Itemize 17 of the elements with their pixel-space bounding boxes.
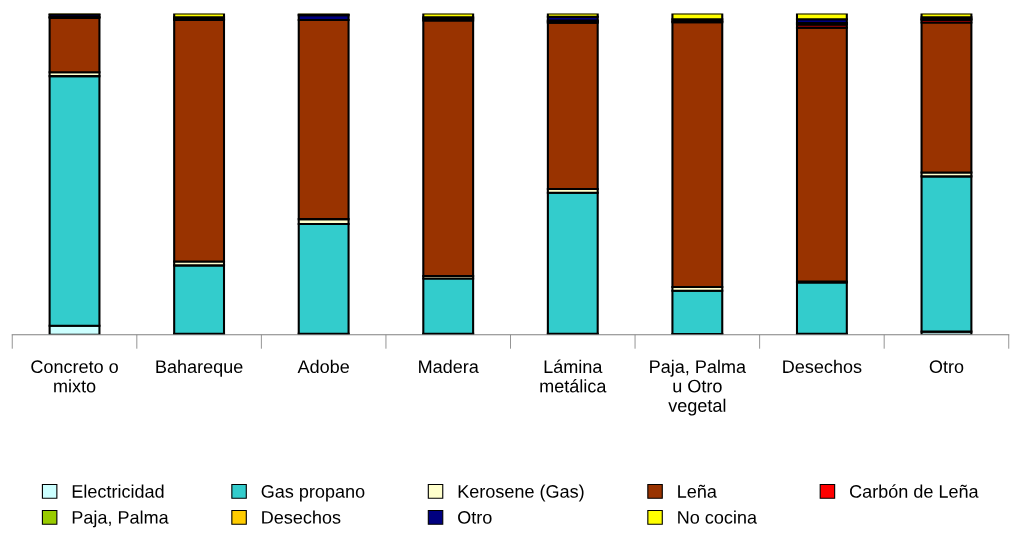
x-tick-label: Bahareque: [156, 359, 243, 377]
legend-label: Carbón de Leña: [850, 484, 979, 498]
x-tick-label: Lámina metálica: [540, 359, 607, 393]
x-tick-label: Desechos: [783, 359, 862, 374]
legend-label: Paja, Palma: [72, 510, 169, 528]
x-tick-label: Paja, Palma u Otro vegetal: [650, 359, 747, 416]
legend-label: Electricidad: [72, 484, 164, 498]
x-tick-label: Madera: [419, 359, 479, 374]
legend-label: Desechos: [262, 510, 341, 524]
x-tick-label: Otro: [929, 360, 964, 374]
x-tick-label: Adobe: [297, 359, 349, 374]
legend-label: Kerosene (Gas): [458, 484, 584, 502]
legend-label: Leña: [678, 484, 717, 498]
legend-label: No cocina: [678, 510, 758, 524]
legend-label: Otro: [458, 511, 492, 524]
legend-label: Gas propano: [261, 485, 365, 502]
x-tick-label: Concreto o mixto: [31, 360, 118, 393]
